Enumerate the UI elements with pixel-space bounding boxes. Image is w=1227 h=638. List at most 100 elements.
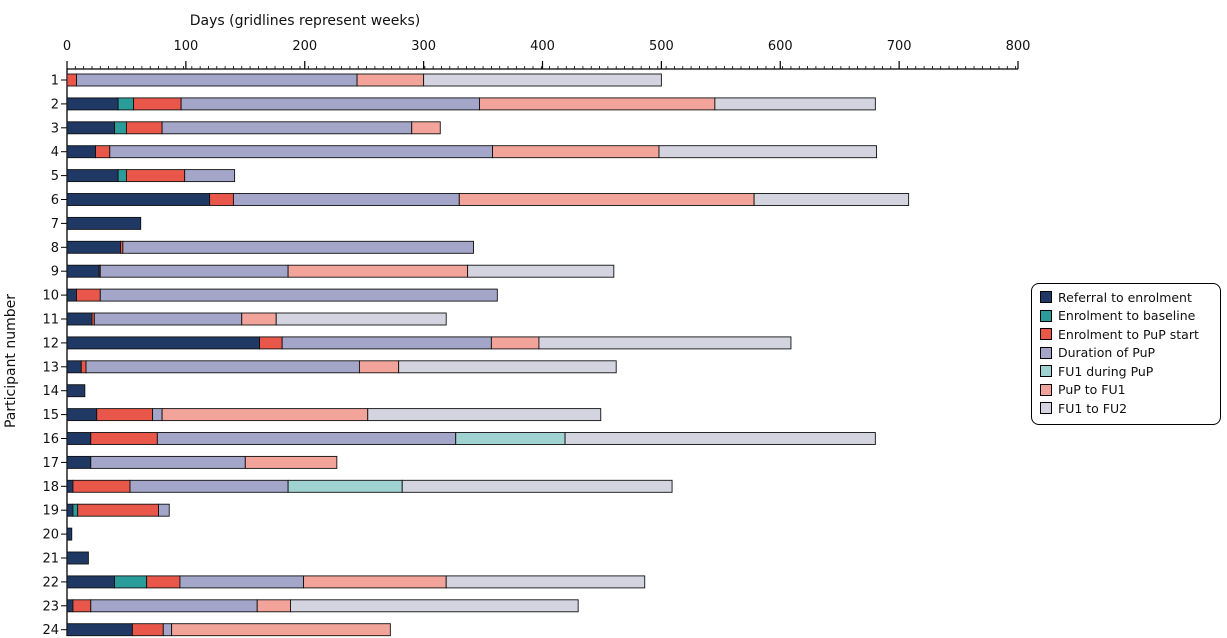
y-tick-label: 24 [42,623,59,638]
y-tick-label: 10 [42,289,59,304]
bar-segment [97,409,153,421]
legend-label: PuP to FU1 [1058,382,1126,397]
bar-segment [115,122,127,134]
x-tick-label: 400 [530,39,555,54]
legend-label: Enrolment to PuP start [1058,327,1199,342]
bar-segment [459,194,754,206]
legend-item: FU1 to FU2 [1040,399,1220,418]
y-tick-label: 4 [51,145,59,160]
bar-segment [123,241,474,253]
x-axis: 0 100 200 300 400 500 600 700 800 [63,39,1031,69]
bar-segment [73,480,130,492]
bar-segment [153,409,163,421]
bar-segment [67,313,92,325]
bar-segment [81,361,86,373]
bar-segment [290,600,578,612]
bar-segment [118,170,126,182]
y-tick-label: 18 [42,480,59,495]
bar-segment [539,337,791,349]
bar-segment [86,361,359,373]
bar-segment [67,433,91,445]
x-tick-label: 500 [649,39,674,54]
y-axis-title: Participant number [3,294,19,428]
bar-segment [115,576,147,588]
y-tick-label: 11 [42,313,59,328]
legend-label: Referral to enrolment [1058,290,1192,305]
bar-segment [67,504,73,516]
bar-segment [118,98,133,110]
bar-segment [163,624,171,636]
x-tick-label: 300 [411,39,436,54]
bar-segment [288,480,402,492]
legend-swatch [1040,328,1052,340]
bar-segment [73,504,78,516]
bar-segment [162,409,368,421]
bar-segment [67,241,120,253]
legend-item: Referral to enrolment [1040,288,1220,307]
x-tick-label: 200 [292,39,317,54]
bar-segment [100,265,288,277]
legend-item: Enrolment to baseline [1040,307,1220,326]
bar-segment [491,337,539,349]
legend-swatch [1040,384,1052,396]
y-tick-label: 23 [42,599,59,614]
bar-segment [78,504,159,516]
bar-segment [67,170,118,182]
x-tick-label: 100 [173,39,198,54]
y-tick-label: 21 [42,552,59,567]
bar-segment [67,98,118,110]
bar-segment [67,217,141,229]
bar-segment [67,122,115,134]
bar-segment [96,146,110,158]
bar-segment [67,361,81,373]
bar-segment [67,576,115,588]
bar-segment [67,456,91,468]
bar-segment [126,170,184,182]
bar-segment [399,361,617,373]
bar-segment [77,74,358,86]
x-axis-title: Days (gridlines represent weeks) [190,13,421,29]
bar-segment [91,600,257,612]
bar-segment [180,576,304,588]
bar-segment [100,289,497,301]
bar-segment [402,480,672,492]
bar-segment [157,433,455,445]
bar-segment [412,122,441,134]
bar-segment [67,337,260,349]
bar-segment [77,289,101,301]
bar-segment [424,74,662,86]
y-tick-label: 20 [42,528,59,543]
x-tick-label: 800 [1006,39,1031,54]
bar-segment [172,624,391,636]
bar-segment [357,74,424,86]
bar-segment [147,576,180,588]
bar-segment [181,98,479,110]
legend-item: Duration of PuP [1040,344,1220,363]
y-tick-label: 6 [51,193,59,208]
bar-segment [67,552,88,564]
bar-segment [132,624,163,636]
bar-segment [91,456,246,468]
bar-segment [67,409,97,421]
bar-segment [233,194,459,206]
bar-segment [159,504,170,516]
bar-segment [110,146,493,158]
y-tick-label: 15 [42,408,59,423]
bar-segment [659,146,877,158]
bar-segment [359,361,398,373]
bar-segment [67,480,73,492]
bar-segment [479,98,714,110]
bar-segment [67,600,73,612]
y-tick-label: 1 [51,74,59,89]
y-tick-label: 3 [51,121,59,136]
bar-segment [67,74,77,86]
bar-segment [282,337,491,349]
legend: Referral to enrolment Enrolment to baseli… [1031,283,1221,425]
legend-label: FU1 to FU2 [1058,401,1127,416]
bar-segment [162,122,412,134]
legend-label: FU1 during PuP [1058,364,1153,379]
y-tick-label: 5 [51,169,59,184]
bar-segment [242,313,276,325]
bar-segment [67,528,72,540]
